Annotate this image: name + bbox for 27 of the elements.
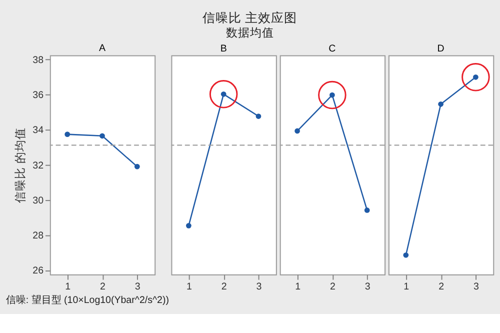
x-tick-label: 3 xyxy=(364,282,370,293)
text: 信噪: 望目型 (10×Log10(Ybar^2/s^2)) xyxy=(6,294,169,306)
chart-title: D xyxy=(437,43,444,54)
x-tick-label: 1 xyxy=(295,282,300,293)
y-tick-label: 36 xyxy=(32,90,44,102)
x-tick-label: 2 xyxy=(100,282,106,293)
text: 信噪比 主效应图 xyxy=(202,10,298,25)
chart-title: A xyxy=(98,42,106,54)
y-tick-label: 34 xyxy=(32,125,44,136)
x-tick-label: 2 xyxy=(330,282,336,293)
x-tick-label: 1 xyxy=(65,282,71,293)
x-tick-label: 1 xyxy=(404,282,410,293)
x-tick-label: 2 xyxy=(438,282,444,293)
y-tick-label: 38 xyxy=(32,55,44,66)
x-tick-label: 3 xyxy=(134,282,140,293)
y-tick-label: 30 xyxy=(32,195,44,206)
text: 数据均值 xyxy=(226,26,274,40)
chart-title: C xyxy=(328,43,336,54)
y-axis-title: 信噪比 的均值 xyxy=(14,128,27,203)
x-tick-label: 3 xyxy=(473,282,479,293)
x-tick-label: 1 xyxy=(186,282,192,293)
chart-title: B xyxy=(220,43,227,54)
y-tick-label: 26 xyxy=(32,265,44,276)
y-tick-label: 32 xyxy=(32,160,44,172)
x-tick-label: 3 xyxy=(256,282,262,293)
y-tick-label: 28 xyxy=(32,230,44,242)
x-tick-label: 2 xyxy=(221,282,227,293)
